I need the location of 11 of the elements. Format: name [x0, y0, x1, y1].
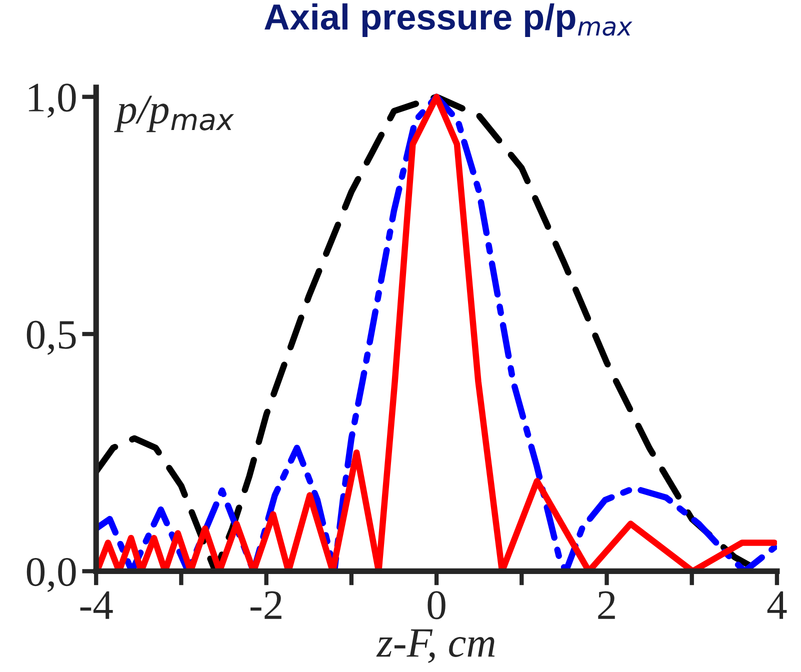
- x-tick-label: -2: [250, 591, 282, 619]
- y-axis-title: p/p$_{max}$: [114, 96, 234, 132]
- y-tick-label: 0,5: [26, 320, 76, 355]
- x-axis-title: z-F, cm: [376, 629, 495, 664]
- y-tick-label: 0,0: [26, 558, 76, 592]
- chart-title: Axial pressure p/p$_{max}$: [264, 3, 632, 38]
- x-tick-label: 0: [428, 591, 446, 620]
- x-tick-label: 4: [767, 591, 787, 619]
- x-tick-label: 2: [598, 591, 615, 619]
- x-tick-label: -4: [80, 591, 113, 619]
- y-tick-label: 1,0: [28, 84, 76, 118]
